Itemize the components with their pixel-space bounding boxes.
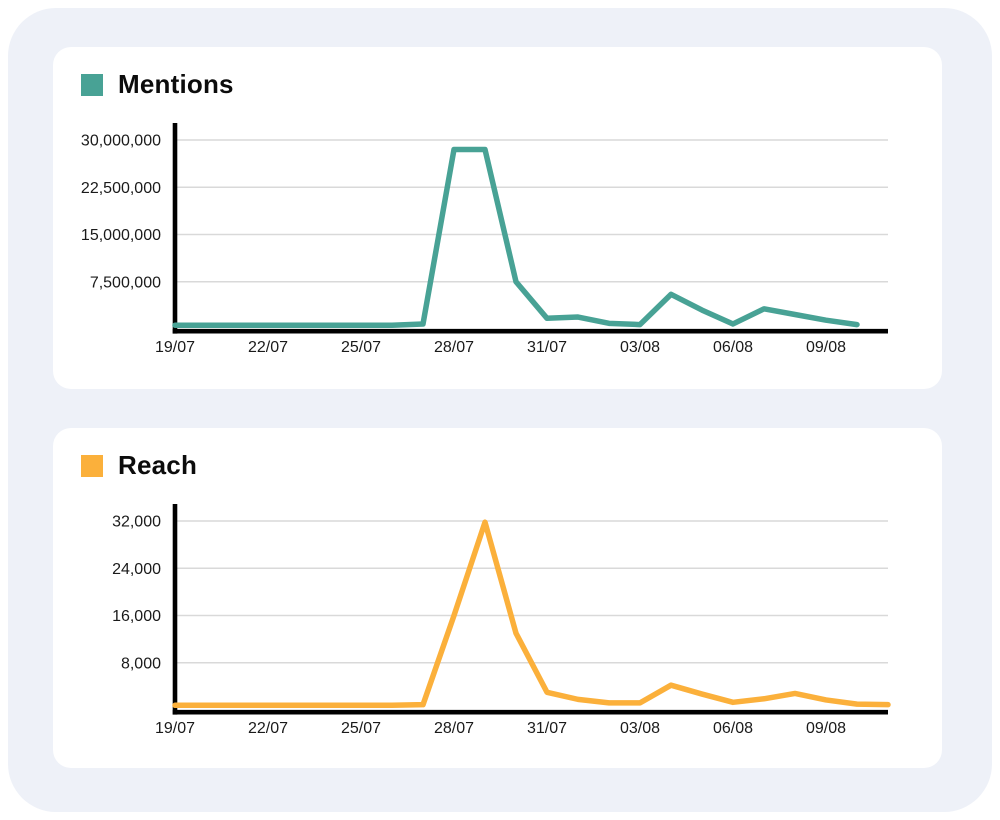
mentions-legend: Mentions (81, 69, 234, 100)
x-tick-label: 31/07 (527, 339, 567, 356)
x-tick-label: 19/07 (155, 720, 195, 737)
reach-legend-swatch (81, 454, 103, 477)
mentions-legend-swatch (81, 73, 103, 96)
mentions-series-line (172, 146, 860, 328)
reach-legend-label: Reach (118, 450, 198, 480)
mentions-legend-label: Mentions (118, 69, 234, 99)
x-tick-label: 31/07 (527, 720, 567, 737)
x-tick-label: 25/07 (341, 339, 381, 356)
x-tick-label: 03/08 (620, 339, 660, 356)
reach-line-chart: 8,000 16,000 24,000 32,000 19/07 22/07 25/07 28… (112, 504, 891, 737)
x-tick-label: 06/08 (713, 339, 753, 356)
y-tick-label: 32,000 (112, 514, 161, 531)
mentions-card: Mentions 7,500,000 15,000,000 22,500,000 30… (53, 47, 942, 389)
x-tick-label: 06/08 (713, 720, 753, 737)
y-tick-label: 22,500,000 (81, 180, 161, 197)
y-tick-label: 7,500,000 (90, 274, 161, 291)
x-tick-label: 25/07 (341, 720, 381, 737)
y-tick-label: 15,000,000 (81, 227, 161, 244)
x-tick-label: 09/08 (806, 339, 846, 356)
x-tick-label: 09/08 (806, 720, 846, 737)
y-tick-label: 30,000,000 (81, 133, 161, 150)
x-tick-label: 22/07 (248, 339, 288, 356)
x-tick-label: 28/07 (434, 339, 474, 356)
x-tick-label: 22/07 (248, 720, 288, 737)
y-tick-label: 24,000 (112, 561, 161, 578)
mentions-line-chart: 7,500,000 15,000,000 22,500,000 30,000,000 1… (81, 123, 888, 356)
x-tick-label: 19/07 (155, 339, 195, 356)
reach-series-line (172, 519, 891, 709)
reach-legend: Reach (81, 450, 197, 481)
x-tick-label: 03/08 (620, 720, 660, 737)
dashboard-panel: Mentions 7,500,000 15,000,000 22,500,000 30… (8, 8, 992, 812)
y-tick-label: 16,000 (112, 608, 161, 625)
x-tick-label: 28/07 (434, 720, 474, 737)
y-tick-label: 8,000 (121, 655, 161, 672)
reach-card: Reach 8,000 16,000 24,000 32,000 19/07 22/07 2… (53, 428, 942, 768)
